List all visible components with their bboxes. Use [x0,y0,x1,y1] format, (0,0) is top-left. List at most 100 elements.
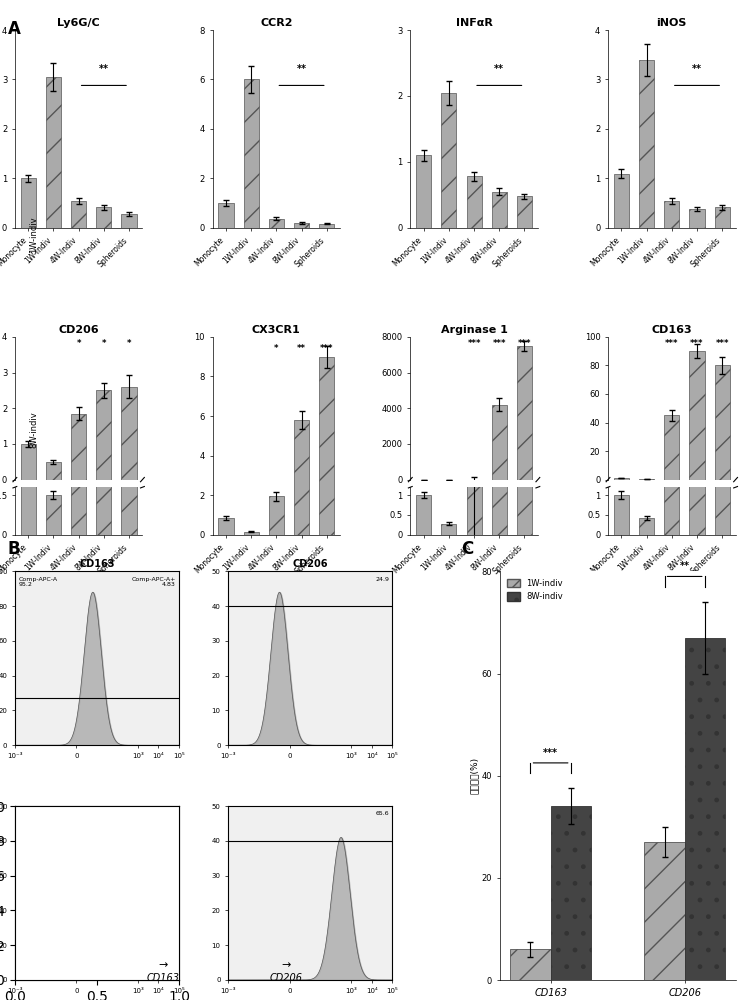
Title: CD163: CD163 [80,559,114,569]
Text: **: ** [296,64,307,74]
Text: C: C [461,540,473,558]
Text: **: ** [692,64,702,74]
Bar [715,365,730,480]
Text: **: ** [680,561,690,571]
Bar [690,0,704,535]
Bar [244,79,259,228]
Text: →: → [159,960,168,970]
Text: *: * [127,339,132,348]
Title: CD206: CD206 [59,325,99,335]
Bar [416,495,431,535]
Text: CD206: CD206 [270,973,302,983]
Title: iNOS: iNOS [657,18,687,28]
Bar [684,638,725,980]
Bar [269,219,284,228]
Bar [614,495,629,535]
Bar [97,207,111,228]
Bar [416,155,431,228]
Bar [244,532,259,535]
Bar [614,478,629,480]
Text: 65.6: 65.6 [375,811,389,816]
Title: Arginase 1: Arginase 1 [441,325,507,335]
Bar [614,174,629,228]
Text: A: A [7,20,20,38]
Text: ***: *** [467,339,481,348]
Bar [21,455,36,535]
Title: CD206: CD206 [293,559,328,569]
Text: ***: *** [543,748,558,758]
Text: *: * [274,344,279,353]
Bar [492,405,507,480]
Bar [294,420,309,535]
Bar [639,518,654,535]
Text: **: ** [99,64,108,74]
Bar [690,351,704,480]
Text: ***: *** [716,339,729,348]
Bar [294,223,309,228]
Bar [97,337,111,535]
Title: CX3CR1: CX3CR1 [252,325,301,335]
Text: →: → [282,960,291,970]
Title: INFαR: INFαR [455,18,493,28]
Bar [517,346,532,480]
Text: 24.9: 24.9 [375,577,389,582]
Text: CD163: CD163 [147,973,180,983]
Bar [46,77,61,228]
Bar [551,806,591,980]
Bar [218,518,233,535]
Title: CD163: CD163 [652,325,692,335]
Bar [46,495,61,535]
Bar [441,524,456,535]
Bar [467,176,481,228]
Bar [97,390,111,480]
Bar [715,207,730,228]
Bar [664,0,679,535]
Bar [269,496,284,535]
Text: ***: *** [690,339,704,348]
Legend: 1W-indiv, 8W-indiv: 1W-indiv, 8W-indiv [504,576,566,605]
Bar [664,201,679,228]
Bar [492,0,507,535]
Bar [122,329,137,535]
Bar [639,60,654,228]
Bar [21,444,36,480]
Title: CCR2: CCR2 [260,18,293,28]
Text: Comp-APC-A
95.2: Comp-APC-A 95.2 [18,577,57,587]
Text: *: * [77,339,81,348]
Bar [510,949,551,980]
Text: ***: *** [665,339,678,348]
Text: ***: *** [518,339,531,348]
Bar [319,224,334,228]
Text: *: * [102,339,106,348]
Text: Comp-APC-A+
34.2: Comp-APC-A+ 34.2 [132,811,175,822]
Bar [690,209,704,228]
Title: Ly6G/C: Ly6G/C [57,18,100,28]
Bar [122,214,137,228]
Text: ***: *** [320,344,334,353]
Bar [122,387,137,480]
Bar [71,201,86,228]
Bar [517,0,532,535]
Text: Comp-APC-A
65.8: Comp-APC-A 65.8 [18,811,57,822]
Text: Comp-APC-A+
4.83: Comp-APC-A+ 4.83 [132,577,175,587]
Bar [21,178,36,228]
Bar [46,462,61,480]
Bar [319,357,334,535]
Text: **: ** [297,344,306,353]
Bar [218,203,233,228]
Y-axis label: 阳性细胞(%): 阳性细胞(%) [470,757,478,794]
Bar [517,196,532,228]
Text: **: ** [494,64,504,74]
Bar [441,93,456,228]
Bar [467,475,481,535]
Text: ***: *** [493,339,506,348]
Text: 8W-indiv: 8W-indiv [29,412,38,448]
Text: 1W-indiv: 1W-indiv [29,217,38,253]
Bar [644,842,684,980]
Text: B: B [7,540,20,558]
Bar [492,192,507,228]
Bar [71,388,86,535]
Bar [715,0,730,535]
Bar [664,415,679,480]
Bar [71,414,86,480]
